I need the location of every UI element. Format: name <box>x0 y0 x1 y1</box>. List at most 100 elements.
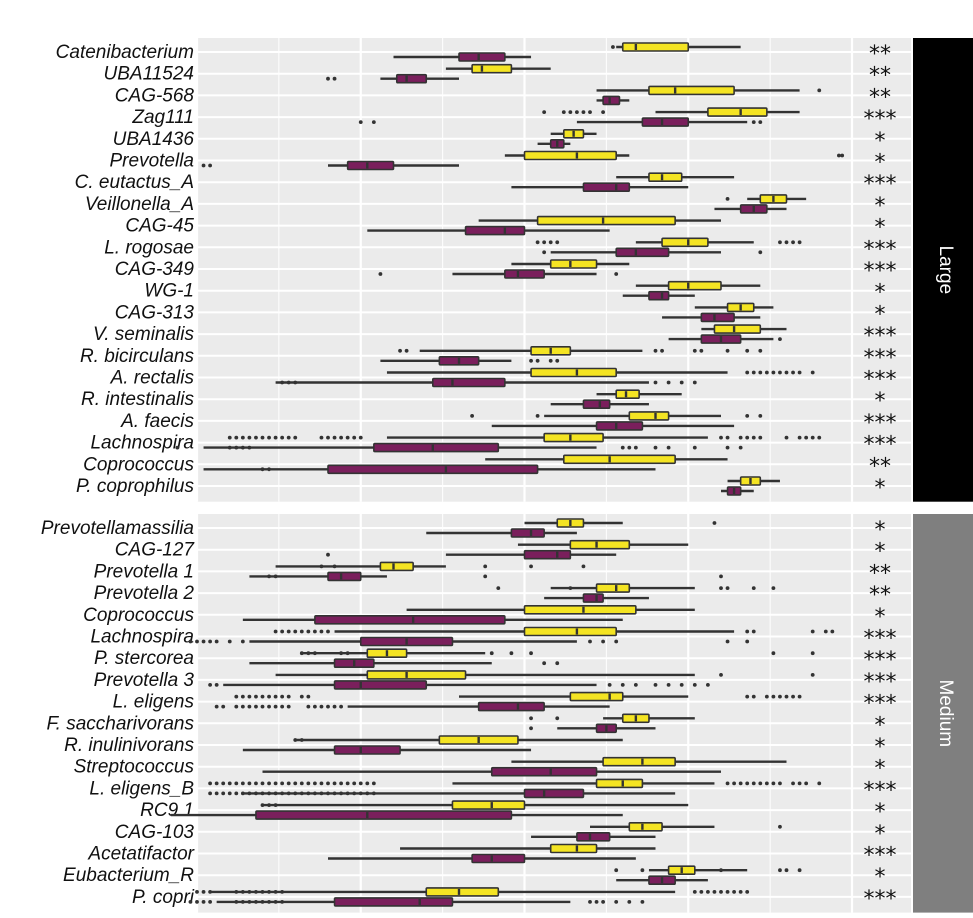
outlier-point <box>293 629 298 634</box>
row-label: Prevotella 1 <box>94 561 194 582</box>
row-label: Eubacterium_R <box>63 865 194 886</box>
box-iqr <box>523 788 585 799</box>
outlier-point <box>371 781 376 786</box>
outlier-point <box>614 868 619 873</box>
outlier-point <box>240 694 245 699</box>
outlier-point <box>581 110 586 114</box>
outlier-point <box>208 781 213 786</box>
yellow-box <box>398 345 763 356</box>
box-iqr <box>582 399 611 410</box>
significance-label: * <box>875 822 886 847</box>
outlier-point <box>332 76 337 81</box>
outlier-point <box>306 704 311 709</box>
yellow-box <box>596 389 682 400</box>
outlier-point <box>542 110 547 114</box>
outlier-point <box>313 629 317 634</box>
outlier-point <box>234 694 239 699</box>
row-label: UBA11524 <box>104 64 195 85</box>
purple-box <box>367 225 610 236</box>
box-iqr <box>569 539 631 550</box>
outlier-point <box>247 704 252 709</box>
outlier-point <box>719 673 723 677</box>
yellow-box <box>234 691 802 702</box>
purple-box <box>188 636 750 647</box>
outlier-point <box>745 435 750 440</box>
outlier-point <box>214 791 219 796</box>
outlier-point <box>758 120 763 124</box>
purple-box <box>511 182 689 192</box>
outlier-point <box>601 639 605 644</box>
significance-label: *** <box>864 670 897 695</box>
box-iqr <box>333 680 428 690</box>
outlier-point <box>771 781 776 786</box>
box-iqr <box>314 614 506 625</box>
box-iqr <box>523 626 617 637</box>
outlier-point <box>483 564 488 569</box>
outlier-point <box>620 683 625 687</box>
significance-label: * <box>875 194 886 219</box>
outlier-point <box>640 900 645 904</box>
outlier-point <box>653 445 658 450</box>
significance-label: * <box>875 216 886 241</box>
row-label: UBA1436 <box>113 129 195 150</box>
row-7: Veillonella_A * <box>85 194 886 219</box>
row-6: C. eutactus_A *** <box>75 172 897 197</box>
box-iqr <box>464 225 526 236</box>
outlier-point <box>719 574 723 579</box>
row-label: Prevotella 2 <box>94 583 195 604</box>
significance-label: *** <box>864 648 897 673</box>
outlier-point <box>240 704 245 709</box>
box-iqr <box>595 421 644 431</box>
outlier-point <box>758 414 763 418</box>
yellow-box <box>614 865 802 876</box>
outlier-point <box>326 629 330 634</box>
box-iqr <box>425 887 500 897</box>
purple-box <box>714 204 787 214</box>
outlier-point <box>535 240 540 245</box>
outlier-point <box>247 694 252 699</box>
row-label: Lachnospira <box>90 433 194 454</box>
outlier-point <box>306 694 311 699</box>
outlier-point <box>280 781 285 786</box>
box-iqr <box>543 432 604 443</box>
purple-box <box>596 95 630 106</box>
outlier-point <box>725 197 730 201</box>
box-iqr <box>333 897 454 907</box>
row-label: CAG-313 <box>115 302 195 323</box>
yellow-box <box>275 670 815 680</box>
row-17: A. faecis *** <box>120 411 896 436</box>
outlier-point <box>784 694 789 699</box>
outlier-point <box>247 435 252 440</box>
outlier-point <box>358 120 363 124</box>
outlier-point <box>273 704 278 709</box>
row-label: R. intestinalis <box>81 389 194 410</box>
yellow-box <box>529 713 695 724</box>
outlier-point <box>679 683 684 687</box>
outlier-point <box>319 629 324 634</box>
row-label: Coprococcus <box>83 454 194 475</box>
yellow-box <box>260 800 689 810</box>
row-label: L. rogosae <box>104 237 194 258</box>
row-label: A. rectalis <box>110 368 195 389</box>
outlier-point <box>692 348 697 353</box>
outlier-point <box>607 683 612 687</box>
yellow-box <box>208 778 822 789</box>
box-iqr <box>458 52 506 62</box>
outlier-point <box>745 629 750 634</box>
outlier-point <box>764 694 769 699</box>
outlier-point <box>201 163 206 168</box>
outlier-point <box>227 435 232 440</box>
outlier-point <box>313 704 317 709</box>
outlier-point <box>227 639 232 644</box>
outlier-point <box>332 435 337 440</box>
purple-box <box>201 160 459 171</box>
box-iqr <box>536 215 676 226</box>
outlier-point <box>378 272 383 276</box>
outlier-point <box>751 781 756 786</box>
outlier-point <box>725 781 730 786</box>
row-3: Prevotella 2 ** <box>94 583 891 608</box>
significance-label: * <box>875 302 886 327</box>
outlier-point <box>732 781 736 786</box>
outlier-point <box>611 45 615 49</box>
